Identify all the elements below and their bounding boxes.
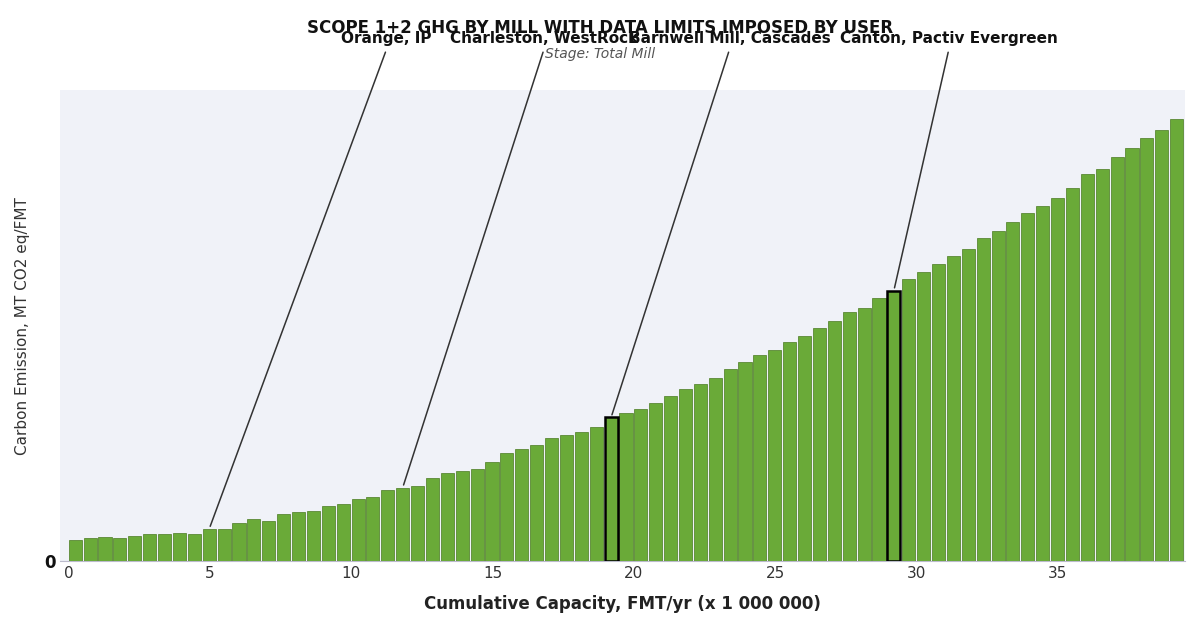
Text: Canton, Pactiv Evergreen: Canton, Pactiv Evergreen bbox=[840, 31, 1057, 46]
Bar bbox=[426, 479, 439, 561]
Bar bbox=[887, 291, 900, 561]
Bar bbox=[277, 514, 290, 561]
Bar bbox=[173, 533, 186, 561]
Bar bbox=[1021, 213, 1034, 561]
Bar bbox=[589, 426, 602, 561]
Text: Orange, IP: Orange, IP bbox=[341, 31, 432, 46]
Bar bbox=[575, 432, 588, 561]
Bar bbox=[143, 534, 156, 561]
Bar bbox=[366, 497, 379, 561]
Bar bbox=[1140, 138, 1153, 561]
Bar bbox=[1081, 175, 1094, 561]
Bar bbox=[977, 238, 990, 561]
Bar bbox=[679, 389, 692, 561]
Bar bbox=[292, 512, 305, 561]
Bar bbox=[738, 362, 751, 561]
Bar bbox=[470, 469, 484, 561]
Bar bbox=[694, 384, 707, 561]
Bar bbox=[113, 538, 126, 561]
Bar bbox=[1170, 119, 1183, 561]
Bar bbox=[858, 308, 871, 561]
Y-axis label: Carbon Emission, MT CO2 eq/FMT: Carbon Emission, MT CO2 eq/FMT bbox=[14, 197, 30, 455]
Bar bbox=[649, 403, 662, 561]
Bar bbox=[486, 462, 498, 561]
Bar bbox=[247, 519, 260, 561]
Bar bbox=[98, 537, 112, 561]
Bar bbox=[902, 279, 916, 561]
Bar bbox=[961, 249, 974, 561]
Bar bbox=[872, 298, 886, 561]
Bar bbox=[798, 336, 811, 561]
Text: Charleston, WestRock: Charleston, WestRock bbox=[450, 31, 638, 46]
Bar bbox=[545, 438, 558, 561]
Bar bbox=[1007, 222, 1020, 561]
Bar bbox=[619, 413, 632, 561]
Bar bbox=[991, 230, 1004, 561]
Bar bbox=[754, 355, 767, 561]
Bar bbox=[158, 534, 172, 561]
Bar bbox=[337, 504, 349, 561]
Bar bbox=[917, 273, 930, 561]
Bar bbox=[932, 264, 946, 561]
Text: SCOPE 1+2 GHG BY MILL WITH DATA LIMITS IMPOSED BY USER: SCOPE 1+2 GHG BY MILL WITH DATA LIMITS I… bbox=[307, 19, 893, 37]
Bar bbox=[664, 396, 677, 561]
Bar bbox=[1096, 169, 1109, 561]
Bar bbox=[724, 369, 737, 561]
Bar bbox=[1126, 148, 1139, 561]
Bar bbox=[635, 409, 648, 561]
Bar bbox=[842, 312, 856, 561]
Bar bbox=[530, 445, 544, 561]
Bar bbox=[1110, 157, 1123, 561]
Bar bbox=[263, 521, 275, 561]
Bar bbox=[128, 536, 142, 561]
Bar bbox=[768, 350, 781, 561]
Bar bbox=[68, 540, 82, 561]
Bar bbox=[1156, 130, 1169, 561]
Bar bbox=[515, 449, 528, 561]
Bar bbox=[560, 435, 572, 561]
Bar bbox=[84, 538, 97, 561]
Bar bbox=[352, 499, 365, 561]
Bar bbox=[1066, 188, 1079, 561]
Bar bbox=[203, 529, 216, 561]
Bar bbox=[828, 321, 841, 561]
Bar bbox=[784, 342, 797, 561]
Bar bbox=[1036, 206, 1049, 561]
Bar bbox=[233, 522, 246, 561]
Bar bbox=[947, 256, 960, 561]
Bar bbox=[322, 506, 335, 561]
Bar bbox=[217, 529, 230, 561]
X-axis label: Cumulative Capacity, FMT/yr (x 1 000 000): Cumulative Capacity, FMT/yr (x 1 000 000… bbox=[424, 595, 821, 613]
Text: Stage: Total Mill: Stage: Total Mill bbox=[545, 47, 655, 61]
Bar bbox=[500, 453, 514, 561]
Bar bbox=[440, 473, 454, 561]
Bar bbox=[456, 471, 469, 561]
Bar bbox=[382, 490, 395, 561]
Bar bbox=[187, 534, 200, 561]
Text: Barnwell Mill, Cascades: Barnwell Mill, Cascades bbox=[629, 31, 830, 46]
Bar bbox=[307, 511, 320, 561]
Bar bbox=[1051, 198, 1064, 561]
Bar bbox=[812, 328, 826, 561]
Bar bbox=[412, 486, 424, 561]
Bar bbox=[605, 418, 618, 561]
Bar bbox=[396, 487, 409, 561]
Bar bbox=[709, 377, 722, 561]
